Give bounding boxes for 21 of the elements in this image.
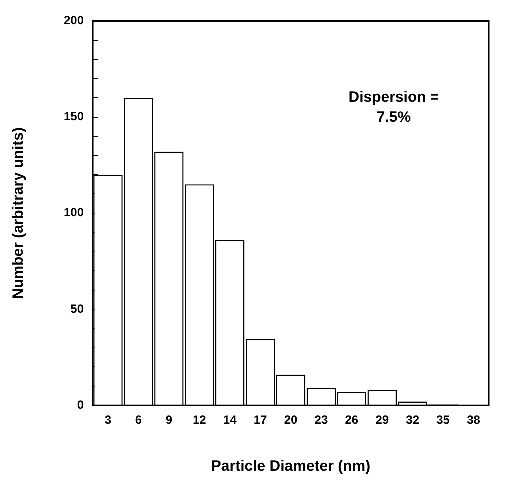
x-tick-label: 20 (284, 413, 298, 428)
x-tick-label: 12 (192, 413, 207, 428)
y-tick-label: 0 (77, 398, 84, 412)
x-tick-label: 6 (135, 413, 142, 428)
y-tick-label: 150 (64, 110, 84, 124)
x-tick-label: 3 (104, 413, 112, 428)
x-tick-label: 29 (376, 413, 390, 428)
y-tick-label: 200 (64, 14, 84, 28)
x-tick-label: 26 (345, 413, 359, 428)
x-axis-title: Particle Diameter (nm) (211, 458, 371, 476)
y-axis-title: Number (arbitrary units) (10, 128, 28, 300)
x-tick-label: 35 (436, 413, 450, 428)
x-tick-label: 38 (467, 413, 481, 428)
annotation: Dispersion = 7.5% (348, 89, 440, 126)
x-tick-label: 9 (166, 413, 173, 428)
y-tick-label: 100 (64, 206, 84, 220)
x-tick-label: 32 (406, 413, 420, 428)
x-tick-label: 23 (314, 413, 328, 428)
y-tick-label: 50 (70, 302, 84, 316)
x-tick-label: 17 (254, 413, 268, 428)
x-tick-label: 14 (223, 413, 238, 428)
